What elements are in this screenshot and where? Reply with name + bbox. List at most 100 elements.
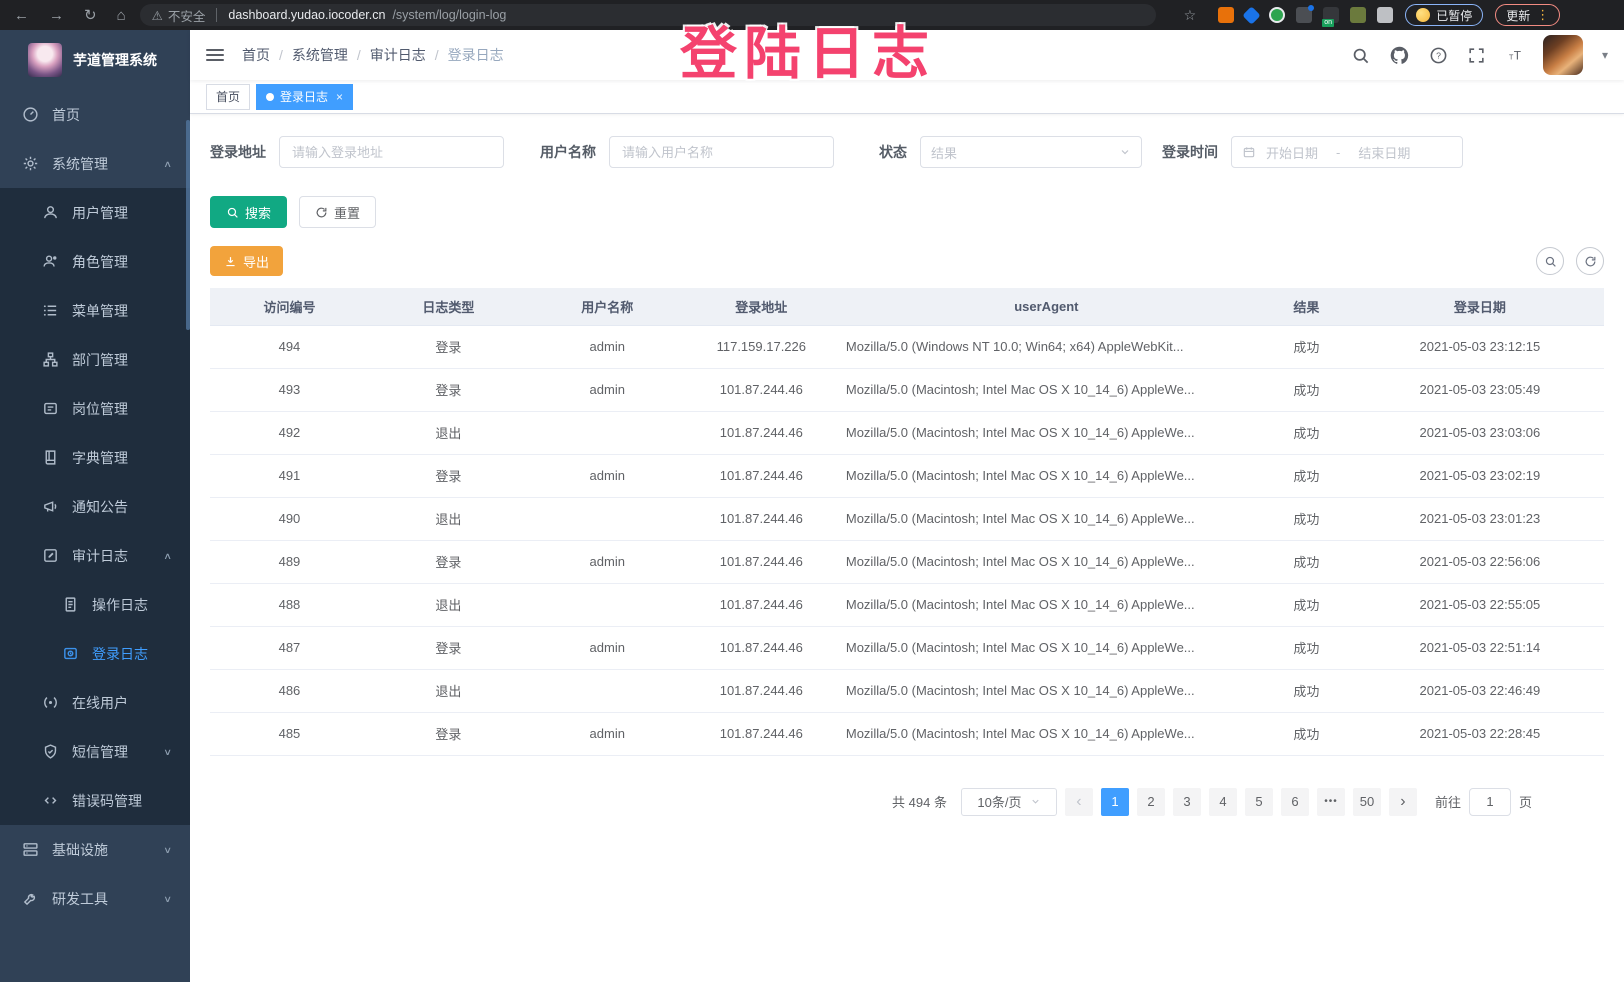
browser-menu-dots-icon[interactable]: ⋮ [1536, 7, 1550, 22]
extension-icons [1218, 5, 1394, 27]
bookmark-star-icon[interactable]: ☆ [1183, 6, 1197, 23]
status-select[interactable]: 结果 [920, 136, 1142, 168]
next-page-button[interactable]: › [1388, 787, 1417, 816]
browser-forward-icon[interactable]: → [49, 6, 64, 24]
avatar-caret-down-icon[interactable]: ▾ [1601, 48, 1608, 62]
search-button[interactable]: 搜索 [210, 196, 288, 228]
table-cell: 成功 [1256, 626, 1356, 670]
sidebar-item-sms-management[interactable]: 短信管理 ∨ [0, 727, 190, 776]
page-button-50[interactable]: 50 [1352, 787, 1381, 816]
login-address-input[interactable] [279, 136, 504, 168]
font-size-icon[interactable] [1505, 46, 1524, 65]
leaf-extension-icon[interactable] [1350, 7, 1367, 23]
toggle-search-button[interactable] [1536, 247, 1564, 275]
sidebar-item-notice-announcement[interactable]: 通知公告 [0, 482, 190, 531]
sidebar-item-system-management[interactable]: 系统管理 ∧ [0, 139, 190, 188]
ublock-extension-icon[interactable] [1218, 7, 1235, 23]
grid-extension-icon[interactable] [1296, 5, 1315, 23]
user-avatar[interactable] [1542, 35, 1583, 75]
reset-button[interactable]: 重置 [299, 196, 377, 228]
tag-close-icon[interactable]: × [336, 89, 344, 104]
page-button-5[interactable]: 5 [1244, 787, 1273, 816]
goto-page-input[interactable] [1468, 787, 1511, 816]
start-date-placeholder: 开始日期 [1266, 145, 1319, 161]
table-cell: 117.159.17.226 [686, 325, 836, 369]
tag-home[interactable]: 首页 [206, 83, 251, 110]
active-tag-dot [266, 92, 275, 101]
page-size-select[interactable]: 10条/页 [960, 787, 1057, 816]
gem-extension-icon[interactable] [1242, 5, 1261, 25]
tag-login-log[interactable]: 登录日志 × [256, 83, 354, 110]
document-icon [62, 596, 79, 613]
table-cell: Mozilla/5.0 (Macintosh; Intel Mac OS X 1… [835, 669, 1257, 713]
sidebar-scrollbar[interactable] [186, 120, 190, 330]
breadcrumb: 首页 / 系统管理 / 审计日志 / 登录日志 [242, 47, 504, 63]
green-extension-icon[interactable] [1269, 7, 1286, 23]
search-icon [1544, 255, 1557, 268]
hamburger-icon[interactable] [206, 49, 224, 61]
browser-reload-icon[interactable]: ↻ [84, 7, 97, 24]
tabs-on-extension-icon[interactable] [1322, 7, 1340, 27]
sidebar-item-login-log[interactable]: 登录日志 [0, 629, 190, 678]
browser-back-icon[interactable]: ← [14, 6, 29, 24]
sidebar-item-home[interactable]: 首页 [0, 90, 190, 139]
page-button-2[interactable]: 2 [1136, 787, 1165, 816]
table-cell: 登录 [368, 712, 528, 756]
address-bar[interactable]: ⚠ 不安全 dashboard.yudao.iocoder.cn/system/… [139, 4, 1156, 26]
sidebar-item-user-management[interactable]: 用户管理 [0, 188, 190, 237]
table-cell: 成功 [1256, 583, 1356, 627]
date-range-picker[interactable]: 开始日期 - 结束日期 [1231, 136, 1463, 168]
table-header-row: 访问编号 日志类型 用户名称 登录地址 userAgent 结果 登录日期 [210, 288, 1604, 326]
sidebar-item-dept-management[interactable]: 部门管理 [0, 335, 190, 384]
sidebar-item-dict-management[interactable]: 字典管理 [0, 433, 190, 482]
page-button-6[interactable]: 6 [1280, 787, 1309, 816]
table-cell: Mozilla/5.0 (Macintosh; Intel Mac OS X 1… [835, 626, 1257, 670]
table-cell: 2021-05-03 22:56:06 [1355, 540, 1604, 584]
sidebar-logo[interactable]: 芋道管理系统 [0, 30, 190, 90]
more-pages-button[interactable]: ••• [1316, 787, 1345, 816]
refresh-table-button[interactable] [1576, 247, 1604, 275]
sidebar-item-dev-tools[interactable]: 研发工具 ∨ [0, 874, 190, 923]
username-input[interactable] [609, 136, 834, 168]
breadcrumb-system[interactable]: 系统管理 [291, 47, 348, 63]
table-cell: admin [527, 712, 687, 756]
table-cell: 2021-05-03 23:05:49 [1355, 368, 1604, 412]
fullscreen-icon[interactable] [1467, 46, 1486, 65]
sidebar-item-audit-log[interactable]: 审计日志 ∧ [0, 531, 190, 580]
sidebar-item-infrastructure[interactable]: 基础设施 ∨ [0, 825, 190, 874]
logo-avatar [28, 43, 62, 77]
sidebar-item-role-management[interactable]: 角色管理 [0, 237, 190, 286]
sidebar-item-operate-log[interactable]: 操作日志 [0, 580, 190, 629]
prev-page-button[interactable]: ‹ [1064, 787, 1093, 816]
table-cell [527, 497, 687, 541]
github-icon[interactable] [1389, 45, 1410, 66]
help-icon[interactable] [1429, 46, 1448, 65]
extensions-puzzle-icon[interactable] [1377, 7, 1394, 23]
status-label: 状态 [879, 144, 907, 160]
shield-check-icon [42, 743, 59, 760]
update-button[interactable]: 更新 ⋮ [1495, 4, 1561, 26]
header-search-icon[interactable] [1351, 46, 1370, 65]
sidebar-item-online-users[interactable]: 在线用户 [0, 678, 190, 727]
page-button-1[interactable]: 1 [1100, 787, 1129, 816]
column-header: 登录日期 [1355, 288, 1604, 326]
page-button-4[interactable]: 4 [1208, 787, 1237, 816]
edit-icon [42, 547, 59, 564]
tags-view: 首页 登录日志 × [190, 80, 1624, 114]
paused-badge[interactable]: 已暂停 [1405, 4, 1484, 26]
page-button-3[interactable]: 3 [1172, 787, 1201, 816]
filter-actions: 搜索 重置 [210, 196, 1604, 228]
sidebar-item-post-management[interactable]: 岗位管理 [0, 384, 190, 433]
chevron-down-icon [1119, 146, 1131, 158]
username-label: 用户名称 [540, 144, 596, 160]
breadcrumb-audit-log[interactable]: 审计日志 [369, 47, 426, 63]
export-button[interactable]: 导出 [210, 246, 284, 276]
sidebar-item-error-code-management[interactable]: 错误码管理 [0, 776, 190, 825]
table-cell: 登录 [368, 454, 528, 498]
not-secure-warning[interactable]: ⚠ 不安全 [151, 8, 206, 24]
browser-home-icon[interactable]: ⌂ [116, 6, 126, 24]
sidebar-item-menu-management[interactable]: 菜单管理 [0, 286, 190, 335]
chevron-down-icon: ∨ [163, 844, 172, 855]
breadcrumb-home[interactable]: 首页 [242, 47, 270, 63]
code-icon [42, 792, 59, 809]
